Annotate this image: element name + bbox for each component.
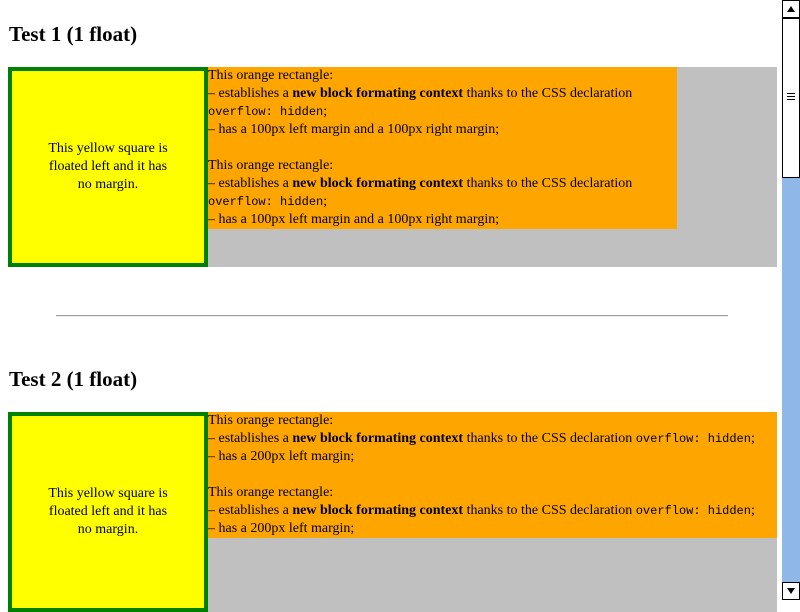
- page-content: Test 1 (1 float) This yellow square is f…: [8, 22, 777, 612]
- yellow-square-text: This yellow square is floated left and i…: [48, 141, 168, 192]
- test-2-heading: Test 2 (1 float): [9, 367, 138, 391]
- para-margin-line: – has a 200px left margin;: [208, 449, 355, 464]
- para-intro: This orange rectangle:: [208, 485, 334, 500]
- scroll-up-button[interactable]: [782, 0, 800, 18]
- para-text: thanks to the CSS declaration: [463, 431, 636, 446]
- para-margin-line: – has a 200px left margin;: [208, 521, 355, 536]
- para-bold: new block formating context: [292, 431, 464, 446]
- grip-line: [787, 93, 795, 94]
- para-code: overflow: hidden: [208, 195, 324, 209]
- para-margin-line: – has a 100px left margin and a 100px ri…: [208, 122, 500, 137]
- orange-paragraph: This orange rectangle: – establishes a n…: [208, 484, 777, 538]
- orange-rectangle: This orange rectangle: – establishes a n…: [208, 67, 677, 229]
- para-intro: This orange rectangle:: [208, 413, 334, 428]
- para-text: thanks to the CSS declaration: [463, 86, 633, 101]
- test-1-heading: Test 1 (1 float): [9, 22, 138, 46]
- test-2-container: This yellow square is floated left and i…: [8, 412, 777, 612]
- para-bold: new block formating context: [292, 176, 464, 191]
- orange-paragraph: This orange rectangle: – establishes a n…: [208, 412, 777, 466]
- arrow-down-icon: [787, 588, 795, 594]
- para-bold: new block formating context: [292, 86, 464, 101]
- para-text: – establishes a: [208, 503, 293, 518]
- para-text: ;: [750, 431, 755, 446]
- grip-line: [787, 99, 795, 100]
- yellow-square-text: This yellow square is floated left and i…: [48, 486, 168, 537]
- para-text: ;: [750, 503, 755, 518]
- orange-paragraph: This orange rectangle: – establishes a n…: [208, 157, 677, 229]
- orange-paragraph: This orange rectangle: – establishes a n…: [208, 67, 677, 139]
- scrollbar-thumb[interactable]: [782, 18, 800, 178]
- para-text: thanks to the CSS declaration: [463, 503, 636, 518]
- grip-line: [787, 96, 795, 97]
- para-text: thanks to the CSS declaration: [463, 176, 633, 191]
- vertical-scrollbar[interactable]: [782, 0, 800, 600]
- scroll-down-button[interactable]: [782, 582, 800, 600]
- orange-rectangle: This orange rectangle: – establishes a n…: [208, 412, 777, 538]
- para-intro: This orange rectangle:: [208, 68, 334, 83]
- para-text: – establishes a: [208, 431, 293, 446]
- test-1-container: This yellow square is floated left and i…: [8, 67, 777, 267]
- para-text: ;: [323, 104, 328, 119]
- para-intro: This orange rectangle:: [208, 158, 334, 173]
- yellow-square: This yellow square is floated left and i…: [8, 412, 208, 612]
- para-code: overflow: hidden: [208, 105, 324, 119]
- para-bold: new block formating context: [292, 503, 464, 518]
- para-code: overflow: hidden: [635, 432, 751, 446]
- horizontal-rule: [56, 315, 728, 317]
- para-text: ;: [323, 194, 328, 209]
- para-margin-line: – has a 100px left margin and a 100px ri…: [208, 212, 500, 227]
- para-text: – establishes a: [208, 86, 293, 101]
- para-code: overflow: hidden: [635, 504, 751, 518]
- arrow-up-icon: [787, 6, 795, 12]
- yellow-square: This yellow square is floated left and i…: [8, 67, 208, 267]
- para-text: – establishes a: [208, 176, 293, 191]
